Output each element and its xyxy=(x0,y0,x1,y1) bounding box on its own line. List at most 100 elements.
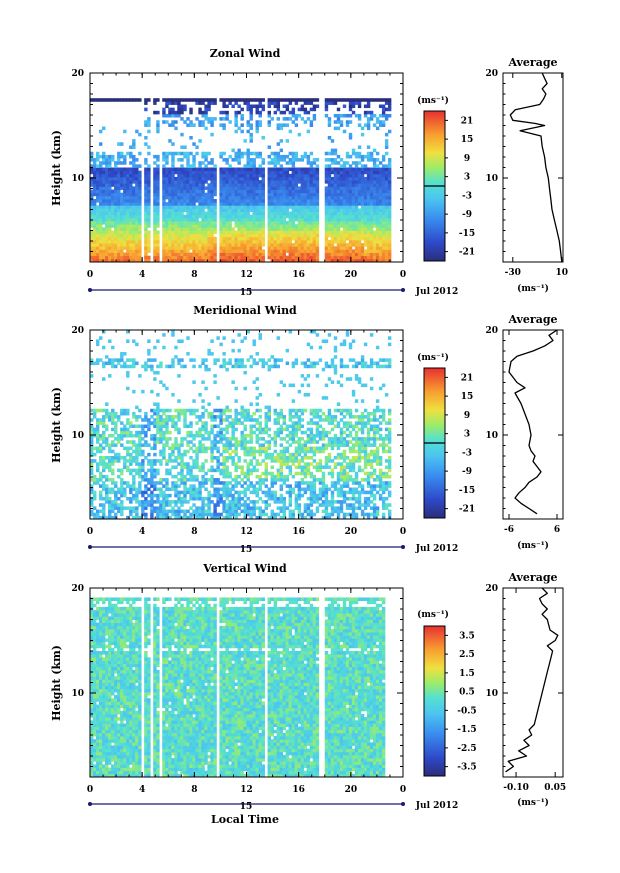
heatmap-cell xyxy=(378,120,383,124)
heatmap-cell xyxy=(303,258,308,263)
heatmap-cell xyxy=(153,474,157,479)
heatmap-cell xyxy=(255,418,259,422)
heatmap-cell xyxy=(378,252,383,257)
heatmap-cell xyxy=(216,449,220,454)
heatmap-cell xyxy=(135,433,139,438)
heatmap-cell xyxy=(228,361,232,366)
heatmap-cell xyxy=(99,249,103,253)
heatmap-cell xyxy=(108,252,112,257)
heatmap-cell xyxy=(189,202,193,206)
heatmap-cell xyxy=(207,348,211,353)
heatmap-cell xyxy=(282,252,287,257)
heatmap-cell xyxy=(165,224,169,228)
heatmap-cell xyxy=(132,484,136,488)
heatmap-cell xyxy=(360,199,365,203)
heatmap-cell xyxy=(168,459,172,463)
heatmap-cell xyxy=(177,176,181,181)
heatmap-cell xyxy=(249,151,253,156)
heatmap-cell xyxy=(237,246,241,250)
heatmap-cell xyxy=(153,101,157,105)
heatmap-cell xyxy=(378,199,383,203)
heatmap-cell xyxy=(273,243,277,247)
heatmap-cell xyxy=(198,233,202,238)
heatmap-cell xyxy=(135,405,139,410)
heatmap-cell xyxy=(135,496,139,501)
heatmap-cell xyxy=(369,110,374,115)
heatmap-cell xyxy=(306,249,311,253)
heatmap-cell xyxy=(99,195,103,200)
heatmap-cell xyxy=(129,258,133,263)
heatmap-cell xyxy=(309,230,314,235)
heatmap-cell xyxy=(243,101,247,105)
heatmap-cell xyxy=(243,180,247,184)
heatmap-cell xyxy=(327,249,332,253)
heatmap-cell xyxy=(174,252,178,257)
heatmap-cell xyxy=(99,243,103,247)
heatmap-cell xyxy=(288,217,293,222)
heatmap-cell xyxy=(255,221,259,225)
heatmap-cell xyxy=(111,433,115,438)
profile-y-tick-label: 20 xyxy=(485,69,498,79)
heatmap-cell xyxy=(108,415,112,419)
heatmap-cell xyxy=(168,227,172,231)
heatmap-cell xyxy=(132,361,136,366)
heatmap-cell xyxy=(189,468,193,473)
heatmap-cell xyxy=(357,104,362,109)
heatmap-cell xyxy=(204,258,208,263)
heatmap-cell xyxy=(141,430,145,435)
heatmap-cell xyxy=(222,490,226,495)
heatmap-cell xyxy=(147,352,151,356)
heatmap-cell xyxy=(279,167,284,172)
heatmap-cell xyxy=(228,443,232,447)
heatmap-cell xyxy=(177,233,181,238)
heatmap-cell xyxy=(111,364,115,369)
heatmap-cell xyxy=(192,408,196,413)
heatmap-cell xyxy=(300,104,305,109)
heatmap-cell xyxy=(240,415,244,419)
heatmap-cell xyxy=(327,239,332,244)
heatmap-cell xyxy=(243,211,247,216)
heatmap-cell xyxy=(294,236,299,241)
heatmap-cell xyxy=(186,424,190,429)
heatmap-cell xyxy=(126,358,130,362)
heatmap-cell xyxy=(189,258,193,263)
heatmap-cell xyxy=(159,430,163,435)
heatmap-cell xyxy=(126,449,130,454)
heatmap-cell xyxy=(294,252,299,257)
heatmap-cell xyxy=(228,233,232,238)
heatmap-cell xyxy=(228,164,232,168)
heatmap-cell xyxy=(255,126,259,131)
heatmap-cell xyxy=(153,446,157,451)
heatmap-cell xyxy=(225,512,229,517)
heatmap-cell xyxy=(168,224,172,228)
heatmap-cell xyxy=(261,227,265,231)
heatmap-cell xyxy=(120,227,124,231)
heatmap-cell xyxy=(333,227,338,231)
heatmap-cell xyxy=(336,202,341,206)
heatmap-cell xyxy=(177,221,181,225)
heatmap-cell xyxy=(360,224,365,228)
heatmap-cell xyxy=(258,233,262,238)
heatmap-cell xyxy=(309,227,314,231)
heatmap-cell xyxy=(156,167,160,172)
heatmap-cell xyxy=(165,98,169,102)
heatmap-cell xyxy=(114,202,118,206)
heatmap-cell xyxy=(204,503,208,507)
heatmap-cell xyxy=(369,243,374,247)
heatmap-cell xyxy=(177,236,181,241)
heatmap-cell xyxy=(171,446,175,451)
heatmap-cell xyxy=(96,98,100,102)
heatmap-cell xyxy=(120,161,124,165)
heatmap-cell xyxy=(270,167,274,172)
heatmap-cell xyxy=(324,98,329,102)
heatmap-cell xyxy=(351,167,356,172)
heatmap-cell xyxy=(135,490,139,495)
heatmap-cell xyxy=(138,180,142,184)
heatmap-cell xyxy=(138,474,142,479)
heatmap-cell xyxy=(93,249,97,253)
heatmap-cell xyxy=(225,249,229,253)
heatmap-cell xyxy=(144,217,148,222)
heatmap-cell xyxy=(294,170,299,175)
heatmap-cell xyxy=(201,176,205,181)
heatmap-cell xyxy=(234,255,238,260)
